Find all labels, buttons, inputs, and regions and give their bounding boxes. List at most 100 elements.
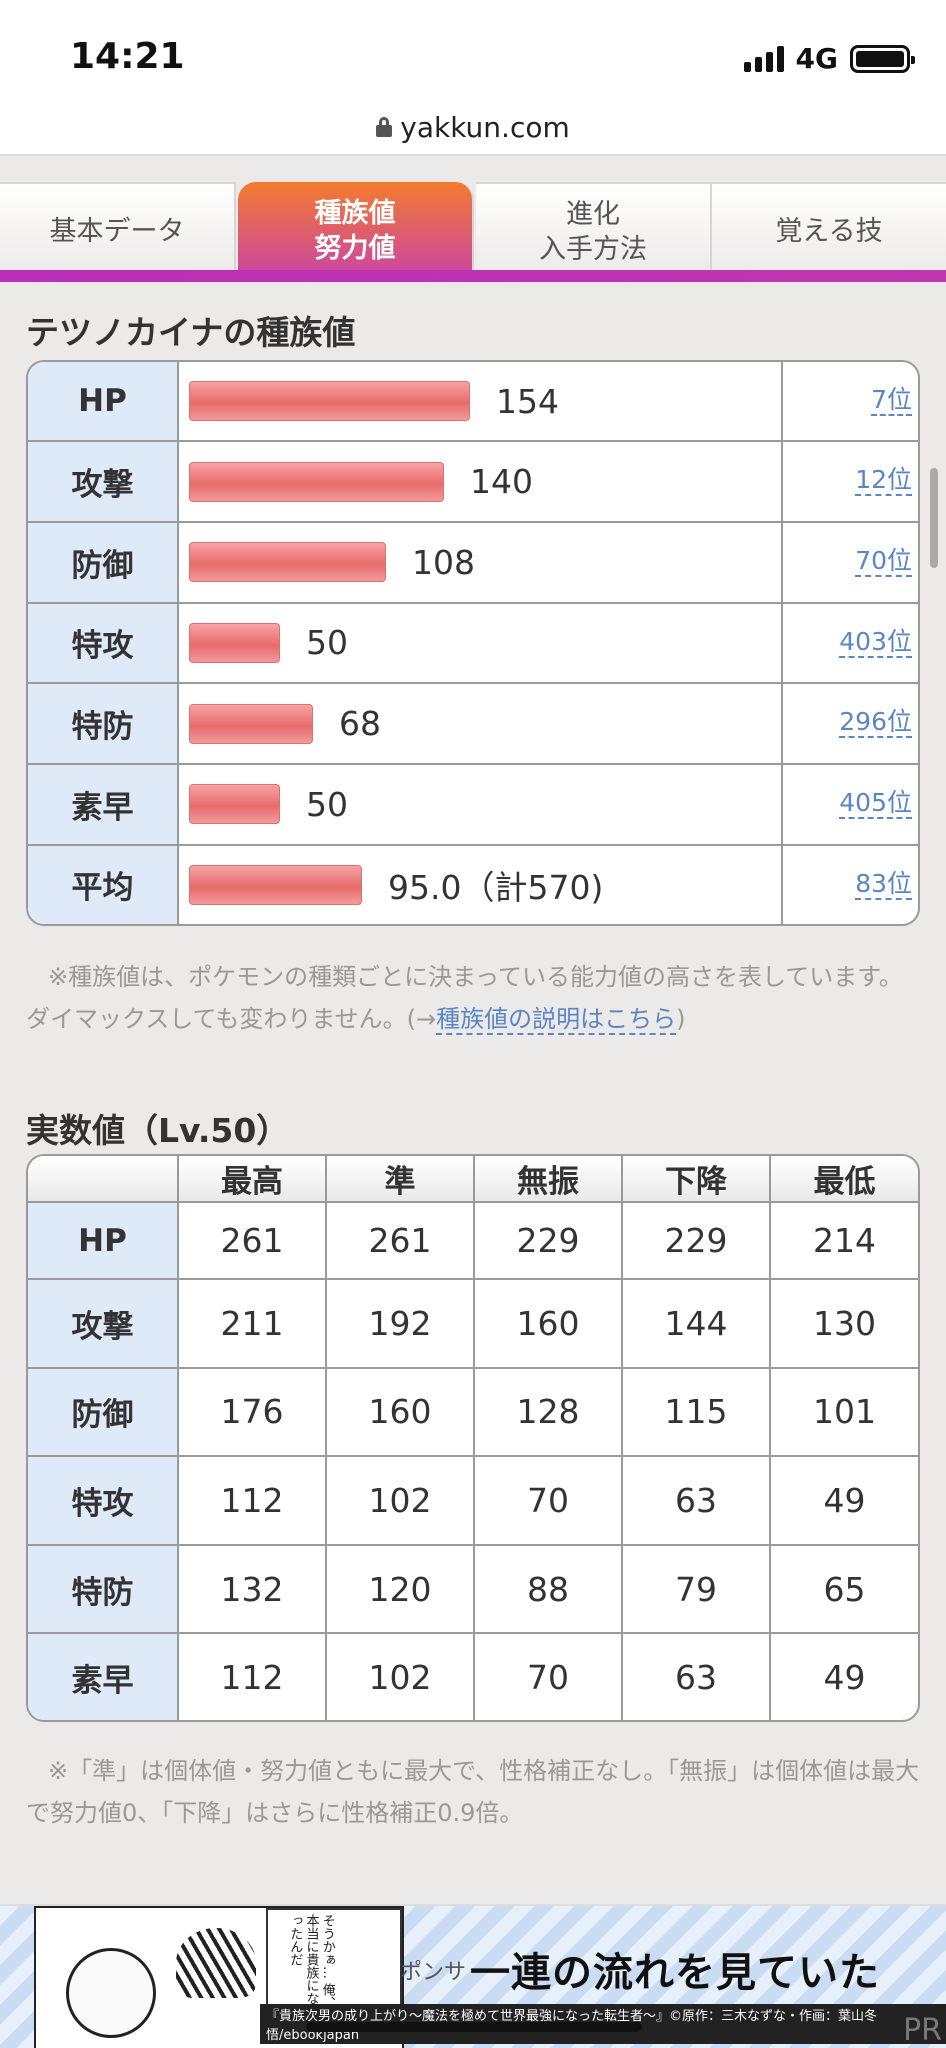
url-bar[interactable]: yakkun.com [0, 100, 946, 156]
actual-stats-title: 実数値（Lv.50） [26, 1111, 290, 1150]
stat-label: 平均 [28, 843, 179, 924]
stat-bar [189, 864, 362, 905]
tab-evolution[interactable]: 進化 入手方法 [476, 182, 712, 280]
table-cell: 211 [177, 1278, 327, 1369]
table-row: 特攻 112 102 70 63 49 [28, 1455, 918, 1546]
stat-rank-link[interactable]: 296位 [839, 707, 912, 739]
table-row: 特防 132 120 88 79 65 [28, 1543, 918, 1635]
stat-rank-link[interactable]: 403位 [839, 626, 912, 658]
table-cell: 214 [769, 1200, 918, 1281]
row-label: 特攻 [28, 1455, 179, 1546]
table-row: 防御 176 160 128 115 101 [28, 1366, 918, 1458]
base-stats-table: HP 154 7位 攻撃 140 12位 防御 108 70位 特攻 50 403位 特防 68 296位素… [26, 360, 920, 926]
stat-row: 特防 68 296位 [28, 682, 918, 765]
table-cell: 176 [177, 1366, 327, 1458]
stat-row: 特攻 50 403位 [28, 601, 918, 685]
stat-value: 50 [306, 784, 348, 824]
table-cell: 261 [325, 1200, 475, 1281]
table-cell: 261 [177, 1200, 327, 1281]
table-cell: 49 [769, 1455, 918, 1546]
column-header: 無振 [473, 1156, 623, 1203]
table-row: HP 261 261 229 229 214 [28, 1200, 918, 1281]
stat-rank-cell: 7位 [781, 362, 918, 443]
base-stats-note: ※種族値は、ポケモンの種類ごとに決まっている能力値の高さを表しています。ダイマッ… [26, 956, 920, 1040]
row-label: 特防 [28, 1543, 179, 1635]
table-cell: 102 [325, 1455, 475, 1546]
stat-rank-link[interactable]: 7位 [871, 385, 912, 416]
stat-row: 素早 50 405位 [28, 763, 918, 846]
row-label: 攻撃 [28, 1278, 179, 1369]
stat-row: HP 154 7位 [28, 362, 918, 443]
table-cell: 130 [769, 1278, 918, 1369]
home-indicator[interactable] [306, 2022, 642, 2032]
stat-bar [189, 622, 280, 663]
table-cell: 192 [325, 1278, 475, 1369]
table-cell: 112 [177, 1455, 327, 1546]
stat-rank-link[interactable]: 70位 [855, 545, 912, 577]
table-cell: 70 [473, 1632, 623, 1720]
status-bar: 14:21 4G [0, 0, 946, 100]
table-cell: 112 [177, 1632, 327, 1720]
stat-value: 50 [306, 623, 348, 663]
stat-value: 95.0（計570) [388, 867, 604, 907]
stat-rank-cell: 403位 [781, 601, 918, 685]
comic-speech: そうかぁ… 俺、本当に貴族になったんだ [287, 1914, 335, 2010]
table-row: 素早 112 102 70 63 49 [28, 1632, 918, 1720]
table-cell: 144 [621, 1278, 771, 1369]
ad-comic-image[interactable]: そうかぁ… 俺、本当に貴族になったんだ [34, 1906, 404, 2048]
stat-bar [189, 461, 444, 502]
stat-bar [189, 784, 280, 825]
table-cell: 160 [473, 1278, 623, 1369]
stat-row: 攻撃 140 12位 [28, 440, 918, 523]
table-cell: 88 [473, 1543, 623, 1635]
row-label: HP [28, 1200, 179, 1281]
stat-bar-cell: 50 [177, 601, 783, 685]
column-header: 最高 [177, 1156, 327, 1203]
stat-rank-link[interactable]: 12位 [855, 465, 912, 497]
base-stats-title: テツノカイナの種族値 [26, 313, 356, 352]
tab-underline [0, 270, 946, 282]
table-cell: 160 [325, 1366, 475, 1458]
stat-row: 平均 95.0（計570) 83位 [28, 843, 918, 924]
column-header: 下降 [621, 1156, 771, 1203]
stat-label: 素早 [28, 763, 179, 846]
column-header: 準 [325, 1156, 475, 1203]
table-cell: 128 [473, 1366, 623, 1458]
tab-base-stats[interactable]: 種族値 努力値 [238, 182, 474, 280]
stat-bar-cell: 68 [177, 682, 783, 765]
ad-headline[interactable]: 一連の流れを見ていた [470, 1949, 880, 1996]
stat-bar-cell: 140 [177, 440, 783, 523]
stat-rank-cell: 12位 [781, 440, 918, 523]
stat-bar [189, 703, 313, 744]
stat-value: 68 [339, 704, 381, 744]
base-stats-help-link[interactable]: 種族値の説明はこちら [436, 1005, 677, 1035]
column-header: 最低 [769, 1156, 918, 1203]
row-label: 素早 [28, 1632, 179, 1720]
stat-value: 108 [412, 542, 475, 582]
table-cell: 132 [177, 1543, 327, 1635]
stat-bar-cell: 154 [177, 362, 783, 443]
stat-bar-cell: 95.0（計570) [177, 843, 783, 924]
status-time: 14:21 [70, 36, 185, 77]
ad-pr-label: PR [903, 2013, 942, 2048]
ad-banner[interactable]: そうかぁ… 俺、本当に貴族になったんだ ポンサ 一連の流れを見ていた 『貴族次男… [0, 1904, 946, 2048]
actual-stats-table: 最高準無振 下降 最低 HP 261 261 229 229 214 攻撃 211 192 160 14… [26, 1154, 920, 1722]
stat-bar-cell: 108 [177, 520, 783, 604]
stat-rank-link[interactable]: 405位 [839, 788, 912, 819]
tab-moves[interactable]: 覚える技 [712, 182, 946, 280]
table-cell: 115 [621, 1366, 771, 1458]
comic-character [176, 1928, 256, 1998]
scrollbar-thumb[interactable] [930, 468, 938, 568]
ad-sponsor: ポンサ [400, 1960, 467, 1985]
table-cell: 63 [621, 1455, 771, 1546]
battery-icon [850, 44, 915, 73]
tab-basic-data[interactable]: 基本データ [0, 182, 236, 280]
base-stats-note-end: ) [676, 1005, 686, 1033]
stat-rank-link[interactable]: 83位 [855, 868, 912, 900]
tab-bar: 基本データ 種族値 努力値 進化 入手方法 覚える技 [0, 182, 946, 280]
stat-rank-cell: 83位 [781, 843, 918, 924]
stat-label: 特攻 [28, 601, 179, 685]
network-label: 4G [795, 42, 838, 75]
stat-value: 140 [470, 462, 533, 502]
stat-bar-cell: 50 [177, 763, 783, 846]
